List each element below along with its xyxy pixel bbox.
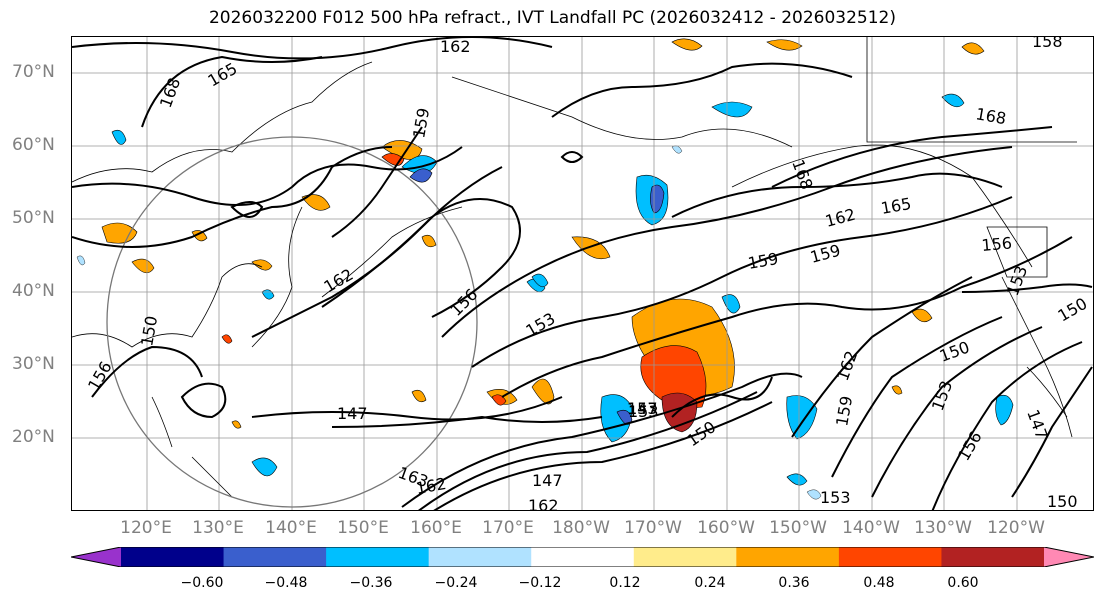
contour-label: 153	[1003, 263, 1031, 298]
lon-label: 140°E	[265, 518, 317, 538]
contour-label: 158	[1032, 37, 1063, 51]
lon-label: 140°W	[842, 518, 900, 538]
contour-label: 150	[937, 337, 972, 365]
colorbar-tick-label: 0.60	[947, 575, 979, 591]
contour-label: 150	[137, 314, 161, 347]
colorbar-swatch	[428, 547, 532, 567]
lon-label: 150°E	[337, 518, 389, 538]
map-panel: 162 165 168 159 168 168 162 165 159 159 …	[71, 36, 1094, 511]
colorbar-swatch	[838, 547, 942, 567]
contour-label: 153	[627, 399, 658, 418]
graticule	[72, 37, 1093, 510]
lat-label-40n: 40°N	[12, 281, 55, 301]
colorbar-tick-label: −0.24	[434, 575, 478, 591]
colorbar-tick-label: 0.12	[609, 575, 641, 591]
lon-label: 160°W	[697, 518, 755, 538]
contour-label: 147	[627, 399, 658, 418]
colorbar-tick-label: −0.12	[518, 575, 562, 591]
lon-label: 170°W	[624, 518, 682, 538]
lat-label-20n: 20°N	[12, 427, 55, 447]
contour-label: 150	[1055, 294, 1091, 326]
contour-label: 153	[523, 309, 559, 341]
colorbar-swatch	[531, 547, 635, 567]
contour-label: 156	[954, 428, 986, 464]
lon-label: 120°W	[987, 518, 1045, 538]
colorbar-swatch	[1044, 547, 1094, 567]
colorbar	[71, 547, 1094, 567]
contour-label: 153	[928, 378, 956, 413]
contour-label: 168	[974, 104, 1007, 128]
map-canvas: 162 165 168 159 168 168 162 165 159 159 …	[72, 37, 1093, 511]
colorbar-swatch	[326, 547, 430, 567]
contour-label: 162	[833, 348, 861, 383]
colorbar-tick-label: 0.48	[863, 575, 895, 591]
colorbar-swatch	[736, 547, 840, 567]
contour-label: 165	[879, 194, 912, 218]
lon-label: 150°W	[769, 518, 827, 538]
colorbar-swatch	[71, 547, 121, 567]
contour-label: 159	[409, 106, 433, 139]
contour-label: 168	[156, 75, 184, 110]
contour-label: 159	[746, 249, 779, 273]
colorbar-swatch	[633, 547, 737, 567]
colorbar-tick-label: −0.60	[180, 575, 224, 591]
lat-label-30n: 30°N	[12, 354, 55, 374]
contour-label: 162	[440, 37, 471, 56]
lon-label: 120°E	[120, 518, 172, 538]
lat-label-60n: 60°N	[12, 135, 55, 155]
contour-label: 153	[820, 488, 851, 507]
colorbar-tick-label: 0.24	[694, 575, 726, 591]
contour-label: 150	[1047, 492, 1078, 511]
contour-label: 147	[532, 471, 563, 490]
contour-label: 147	[1023, 407, 1051, 442]
contour-label: 165	[205, 59, 241, 91]
contour-label: 162	[528, 496, 559, 511]
colorbar-swatch	[941, 547, 1045, 567]
lon-label: 130°E	[192, 518, 244, 538]
colorbar-tick-label: 0.36	[778, 575, 810, 591]
map-title: 2026032200 F012 500 hPa refract., IVT La…	[208, 8, 896, 28]
contour-labels: 162 165 168 159 168 168 162 165 159 159 …	[84, 37, 1091, 511]
contour-label: 147	[337, 404, 368, 423]
contour-label: 159	[832, 394, 856, 427]
height-contours	[72, 37, 1093, 510]
range-circle	[106, 136, 478, 508]
lon-label: 180°W	[552, 518, 610, 538]
coastlines	[72, 37, 1077, 498]
colorbar-tick-label: −0.36	[349, 575, 393, 591]
lon-label: 160°E	[410, 518, 462, 538]
contour-label: 156	[981, 233, 1013, 255]
contour-label: 162	[823, 205, 857, 231]
colorbar-tick-label: −0.48	[264, 575, 308, 591]
colorbar-swatches	[71, 547, 1094, 567]
contour-label: 153	[628, 402, 659, 421]
lat-label-50n: 50°N	[12, 208, 55, 228]
contour-label: 163	[396, 463, 431, 491]
colorbar-swatch	[121, 547, 225, 567]
lon-label: 130°W	[914, 518, 972, 538]
colorbar-swatch	[223, 547, 327, 567]
lon-label: 170°E	[482, 518, 534, 538]
lat-label-70n: 70°N	[12, 62, 55, 82]
